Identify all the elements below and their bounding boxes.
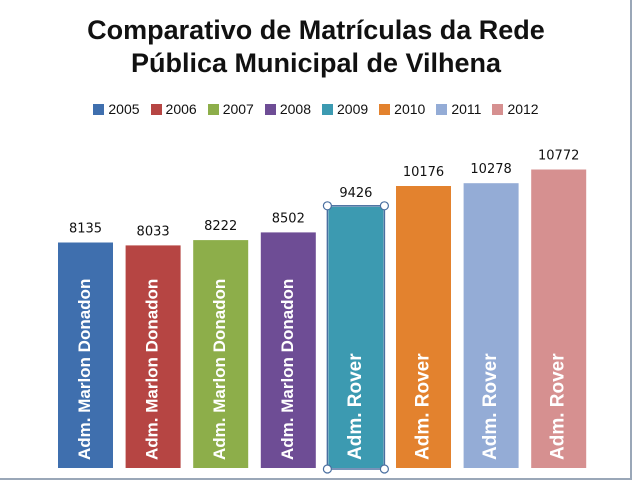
legend-swatch — [436, 103, 448, 115]
legend-swatch — [93, 103, 105, 115]
selection-handle[interactable] — [322, 464, 332, 474]
legend-swatch — [379, 103, 391, 115]
data-label-2007: 8222 — [204, 219, 237, 234]
data-label-2010: 10176 — [403, 165, 444, 180]
bar-2006[interactable] — [125, 245, 181, 468]
data-label-2011: 10278 — [470, 162, 511, 177]
legend-item-2011: 2011 — [436, 101, 481, 117]
legend-swatch — [264, 103, 276, 115]
selection-outline — [326, 205, 386, 470]
data-label-2005: 8135 — [69, 222, 102, 237]
chart-title-line-1: Comparativo de Matrículas da Rede — [87, 15, 545, 45]
legend-label: 2011 — [451, 101, 482, 117]
data-label-2009: 9426 — [339, 186, 372, 201]
data-label-2012: 10772 — [538, 149, 579, 164]
bar-label-2005: Adm. Marlon Donadon — [75, 279, 94, 460]
bar-label-2008: Adm. Marlon Donadon — [278, 279, 297, 460]
bar-2007[interactable] — [193, 240, 249, 468]
chart-legend: 2005 2006 2007 2008 2009 2010 2011 2012 — [0, 101, 632, 117]
bar-label-2006: Adm. Marlon Donadon — [143, 279, 162, 460]
data-label-2006: 8033 — [137, 224, 170, 239]
legend-item-2008: 2008 — [264, 101, 312, 117]
bar-label-2007: Adm. Marlon Donadon — [210, 279, 229, 460]
legend-item-2010: 2010 — [379, 101, 425, 117]
selection-handle[interactable] — [322, 201, 332, 211]
legend-label: 2007 — [222, 101, 254, 117]
selection-handle[interactable] — [379, 201, 389, 211]
legend-item-2007: 2007 — [207, 101, 254, 117]
data-label-2008: 8502 — [272, 211, 305, 226]
chart-title-line-2: Pública Municipal de Vilhena — [130, 48, 502, 78]
bar-label-2012: Adm. Rover — [548, 353, 569, 460]
legend-swatch — [207, 103, 219, 115]
legend-label: 2012 — [507, 101, 539, 117]
bar-2008[interactable] — [260, 232, 316, 468]
chart-title: Comparativo de Matrículas da Rede Públic… — [0, 14, 632, 80]
bar-2011[interactable] — [463, 183, 519, 468]
bar-2009[interactable] — [328, 206, 384, 469]
legend-item-2012: 2012 — [492, 101, 539, 117]
legend-label: 2008 — [279, 101, 312, 117]
selection-handle[interactable] — [379, 464, 389, 474]
bar-2012[interactable] — [531, 169, 587, 469]
legend-label: 2010 — [394, 101, 426, 117]
legend-label: 2006 — [165, 101, 197, 117]
legend-label: 2009 — [337, 101, 369, 117]
legend-item-2005: 2005 — [93, 101, 140, 117]
legend-swatch — [322, 103, 334, 115]
legend-item-2006: 2006 — [150, 101, 197, 117]
legend-item-2009: 2009 — [322, 101, 368, 117]
legend-swatch — [492, 103, 504, 115]
legend-swatch — [150, 103, 162, 115]
bar-label-2010: Adm. Rover — [413, 353, 434, 460]
bar-2005[interactable] — [58, 242, 113, 469]
bar-label-2011: Adm. Rover — [480, 353, 501, 460]
bar-2010[interactable] — [396, 186, 451, 468]
bar-label-2009: Adm. Rover — [345, 353, 366, 460]
legend-label: 2005 — [108, 101, 140, 117]
